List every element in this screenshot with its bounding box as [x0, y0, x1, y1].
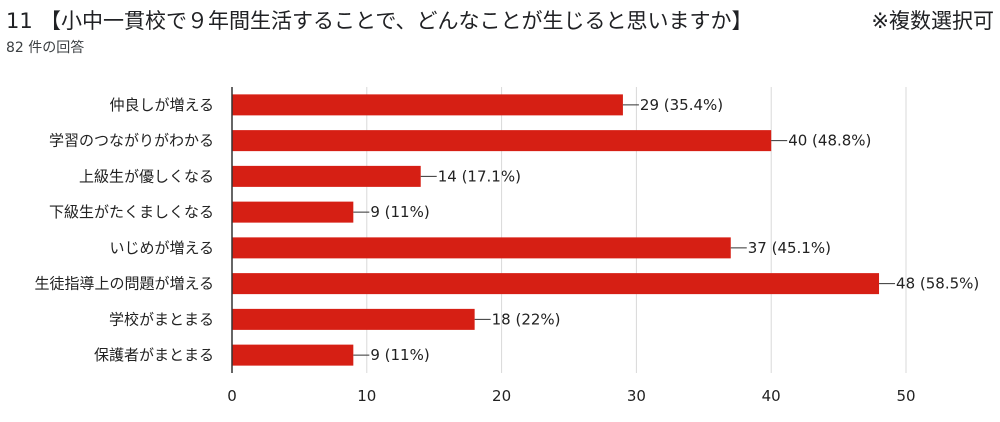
data-label: 9 (11%) — [370, 203, 429, 221]
data-label: 9 (11%) — [370, 346, 429, 364]
category-label: いじめが増える — [109, 239, 214, 257]
question-number: 11 — [6, 9, 33, 33]
category-label: 学習のつながりがわかる — [49, 132, 214, 150]
data-label: 48 (58.5%) — [896, 275, 979, 293]
x-tick-label: 0 — [227, 387, 237, 405]
response-count: 82 件の回答 — [6, 40, 85, 56]
data-label: 18 (22%) — [492, 310, 561, 328]
data-label: 40 (48.8%) — [788, 132, 871, 150]
multiple-choice-note: ※複数選択可 — [871, 9, 994, 33]
bar — [232, 273, 880, 295]
question-header: 11 【小中一貫校で９年間生活することで、どんなことが生じると思いますか】 ※複… — [6, 6, 994, 36]
x-tick-label: 30 — [627, 387, 646, 405]
bar — [232, 94, 623, 116]
data-label: 37 (45.1%) — [748, 239, 831, 257]
x-tick-label: 50 — [896, 387, 915, 405]
category-label: 保護者がまとまる — [94, 346, 214, 364]
x-tick-label: 20 — [492, 387, 511, 405]
bar — [232, 237, 731, 259]
category-label: 学校がまとまる — [109, 310, 214, 328]
bar — [232, 344, 354, 366]
category-label: 仲良しが増える — [109, 96, 214, 114]
x-tick-label: 10 — [357, 387, 376, 405]
bar — [232, 130, 772, 152]
question-title: 【小中一貫校で９年間生活することで、どんなことが生じると思いますか】 — [40, 9, 753, 33]
data-label: 29 (35.4%) — [640, 96, 723, 114]
bar — [232, 308, 475, 330]
category-label: 生徒指導上の問題が増える — [34, 275, 214, 293]
x-tick-label: 40 — [762, 387, 781, 405]
data-label: 14 (17.1%) — [438, 167, 521, 185]
bar — [232, 165, 421, 187]
category-label: 下級生がたくましくなる — [49, 203, 214, 221]
bar — [232, 201, 354, 223]
category-label: 上級生が優しくなる — [79, 167, 214, 185]
